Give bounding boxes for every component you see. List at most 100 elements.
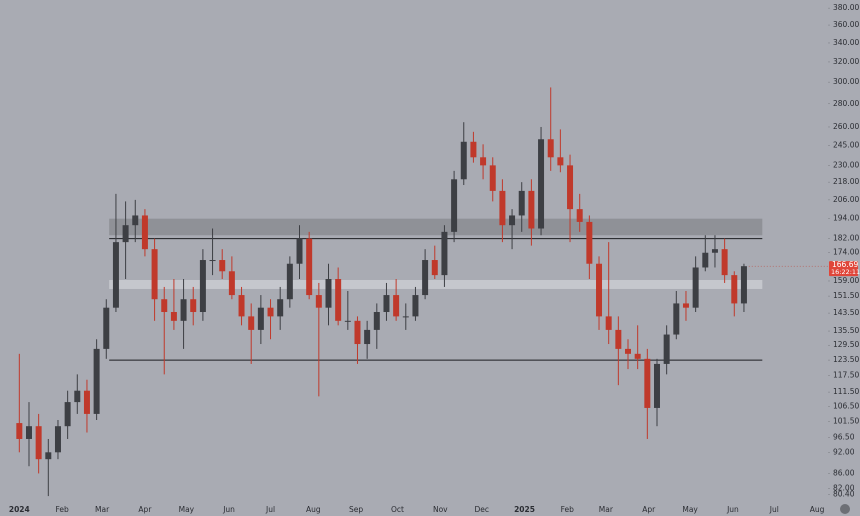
candle-body — [422, 260, 429, 296]
y-tick-label: 320.00 — [833, 57, 859, 66]
x-tick-label: Jun — [222, 505, 235, 514]
y-tick-label: 159.00 — [833, 276, 859, 285]
y-tick-label: 96.50 — [833, 432, 855, 441]
y-tick-label: 360.00 — [833, 20, 859, 29]
x-tick-label: Jun — [726, 505, 739, 514]
candle-body — [682, 303, 689, 308]
candle-body — [286, 263, 293, 300]
candle-body — [277, 299, 284, 317]
candle-body — [74, 390, 81, 403]
candle-body — [170, 312, 177, 321]
candle-body — [315, 295, 322, 308]
x-tick-label: Mar — [95, 505, 110, 514]
candle-body — [190, 299, 197, 313]
candle-body — [596, 263, 603, 317]
candle-body — [393, 295, 400, 317]
y-tick-label: 80.40 — [833, 490, 855, 499]
y-tick-label: 123.50 — [833, 355, 859, 364]
candle-body — [25, 426, 32, 439]
candle-body — [499, 190, 506, 226]
last-price-tag — [829, 261, 858, 277]
candle-body — [35, 426, 42, 460]
candle-body — [180, 299, 187, 321]
candle-body — [509, 215, 516, 226]
x-tick-label: Oct — [391, 505, 404, 514]
y-tick-label: 280.00 — [833, 99, 859, 108]
x-tick-label: Jul — [265, 505, 275, 514]
zone — [109, 218, 763, 236]
candle-body — [354, 320, 361, 345]
candle-body — [238, 295, 245, 317]
y-tick-label: 380.00 — [833, 3, 859, 12]
candle-body — [209, 260, 216, 262]
candle-body — [54, 426, 61, 453]
candle-body — [451, 179, 458, 232]
x-tick-label: 2024 — [9, 505, 30, 514]
candle-body — [557, 157, 564, 166]
last-price-label: 166.69 — [832, 260, 858, 269]
candle-body — [248, 316, 255, 330]
x-tick-label: Sep — [349, 505, 363, 514]
candle-body — [576, 209, 583, 222]
candle-body — [83, 390, 90, 414]
x-tick-label: May — [179, 505, 195, 514]
y-tick-label: 182.00 — [833, 234, 859, 243]
candle-body — [460, 141, 467, 180]
y-tick-label: 129.50 — [833, 340, 859, 349]
candle-body — [296, 238, 303, 264]
candle-body — [711, 249, 718, 253]
y-tick-label: 230.00 — [833, 160, 859, 169]
candle-body — [663, 334, 670, 364]
candle-body — [16, 423, 23, 439]
candle-body — [45, 452, 52, 460]
x-tick-label: Apr — [138, 505, 152, 514]
candle-body — [441, 231, 448, 276]
candle-body — [335, 279, 342, 321]
candle-body — [480, 157, 487, 166]
candle-body — [547, 139, 554, 158]
candle-body — [257, 307, 264, 330]
y-tick-label: 245.00 — [833, 141, 859, 150]
candle-body — [344, 320, 351, 322]
y-tick-label: 194.00 — [833, 214, 859, 223]
candle-body — [132, 215, 139, 226]
candle-body — [267, 307, 274, 317]
candle-body — [373, 312, 380, 330]
candle-body — [644, 358, 651, 408]
candle-body — [692, 267, 699, 308]
y-tick-label: 82.00 — [833, 483, 855, 492]
candle-body — [199, 260, 206, 313]
zone — [109, 279, 763, 289]
candle-body — [634, 353, 641, 359]
x-tick-label: Aug — [810, 505, 825, 514]
candle-body — [489, 165, 496, 191]
candle-body — [567, 165, 574, 210]
y-tick-label: 111.50 — [833, 387, 859, 396]
candle-body — [306, 238, 313, 296]
x-tick-label: Feb — [55, 505, 69, 514]
candle-body — [470, 141, 477, 158]
candle-body — [740, 266, 747, 304]
candle-body — [431, 260, 438, 276]
candle-body — [518, 190, 525, 216]
candle-body — [112, 242, 119, 308]
x-tick-label: Dec — [474, 505, 489, 514]
candle-body — [412, 295, 419, 317]
y-tick-label: 101.50 — [833, 417, 859, 426]
candle-body — [586, 221, 593, 264]
y-tick-label: 106.50 — [833, 401, 859, 410]
candle-body — [538, 139, 545, 229]
axes: 380.00 360.00 340.00 320.00 300.00 280.00 260.… — [9, 3, 860, 514]
candle-body — [383, 295, 390, 313]
x-tick-label: May — [682, 505, 698, 514]
y-tick-label: 143.50 — [833, 308, 859, 317]
y-tick-label: 135.50 — [833, 326, 859, 335]
settings-icon[interactable] — [840, 504, 850, 514]
candles — [16, 87, 747, 497]
y-tick-label: 92.00 — [833, 447, 855, 456]
y-tick-label: 151.50 — [833, 291, 859, 300]
y-tick-label: 340.00 — [833, 38, 859, 47]
y-tick-label: 218.00 — [833, 177, 859, 186]
